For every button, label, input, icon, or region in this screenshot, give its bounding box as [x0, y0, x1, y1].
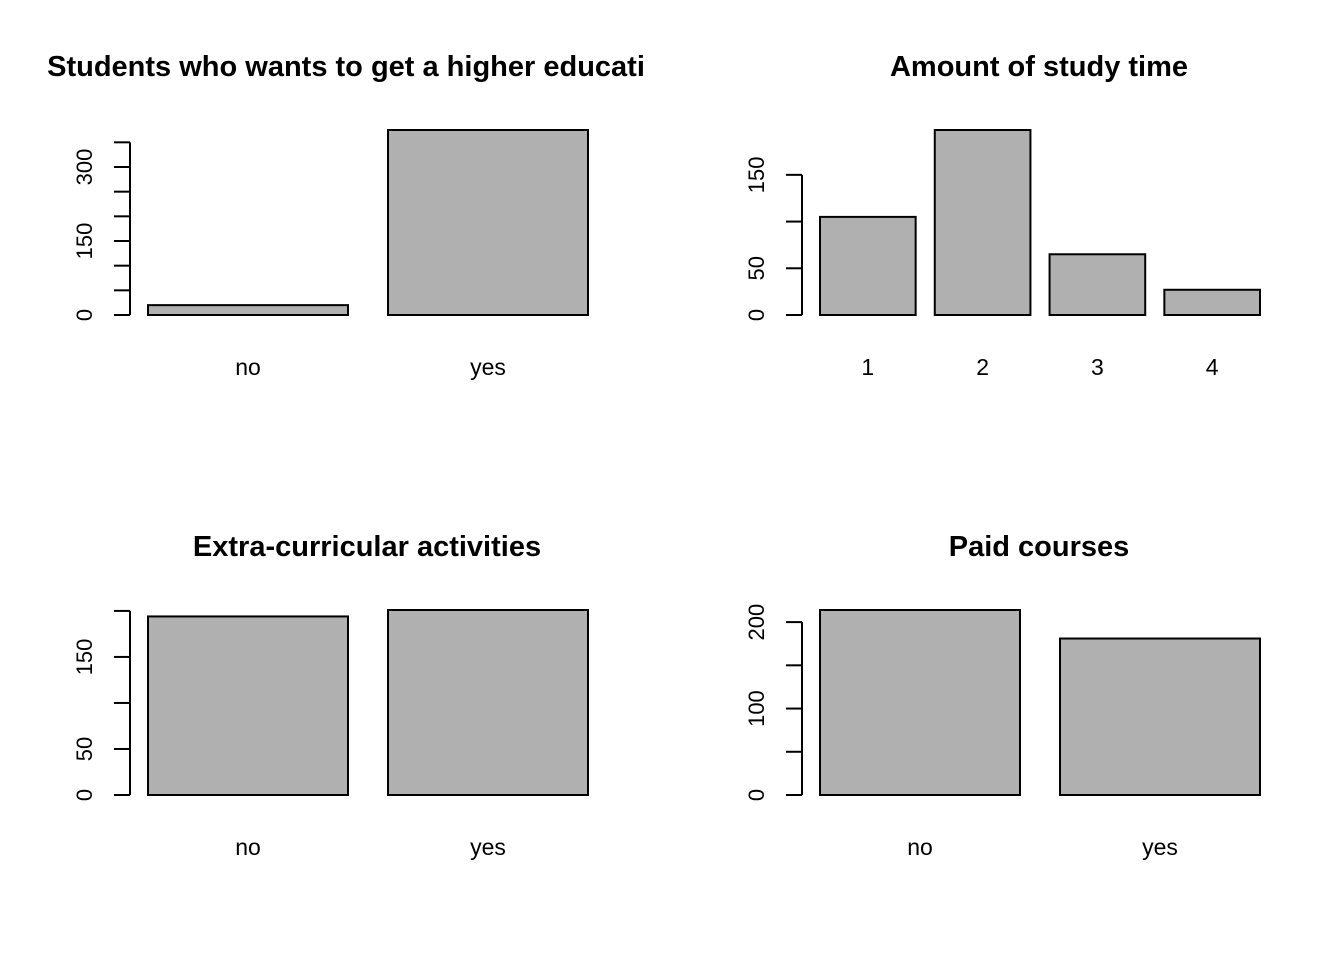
y-tick-label: 150	[72, 639, 97, 676]
category-label: no	[235, 354, 261, 380]
y-tick-label: 100	[744, 690, 769, 727]
category-label: no	[235, 834, 261, 860]
bar-yes	[1059, 637, 1261, 796]
y-tick-label: 150	[72, 223, 97, 260]
category-label: yes	[470, 354, 506, 380]
chart-title: Extra-curricular activities	[193, 531, 541, 563]
category-label: 1	[861, 354, 874, 380]
chart-title: Amount of study time	[890, 51, 1188, 83]
category-label: no	[907, 834, 933, 860]
y-tick-label: 50	[744, 256, 769, 280]
bar-yes	[387, 129, 589, 316]
bar-3	[1048, 253, 1147, 316]
y-tick-label: 200	[744, 604, 769, 641]
bar-no	[819, 609, 1021, 796]
chart-panel-2: Amount of study time 1 2 3 4 0 50 150	[744, 51, 1261, 380]
bar-no	[147, 615, 349, 797]
bar-2	[933, 129, 1032, 316]
chart-title: Paid courses	[949, 531, 1130, 563]
chart-panel-4: Paid courses no yes 0 100 200	[744, 531, 1261, 860]
y-tick-label: 300	[72, 149, 97, 186]
y-tick-label: 50	[72, 737, 97, 761]
chart-panel-1: Students who wants to get a higher educa…	[47, 51, 645, 380]
category-label: 3	[1091, 354, 1104, 380]
y-tick-label: 0	[744, 789, 769, 801]
bar-yes	[387, 609, 589, 796]
y-tick-label: 150	[744, 156, 769, 193]
bar-no	[147, 304, 349, 316]
y-tick-label: 0	[72, 789, 97, 801]
category-label: 4	[1206, 354, 1219, 380]
chart-title: Students who wants to get a higher educa…	[47, 51, 645, 83]
y-tick-label: 0	[744, 309, 769, 321]
category-label: 2	[976, 354, 989, 380]
chart-panel-3: Extra-curricular activities no yes 0 50 150	[72, 531, 589, 860]
y-tick-label: 0	[72, 309, 97, 321]
bar-4	[1163, 288, 1261, 317]
bar-1	[819, 215, 917, 316]
category-label: yes	[1142, 834, 1178, 860]
category-label: yes	[470, 834, 506, 860]
